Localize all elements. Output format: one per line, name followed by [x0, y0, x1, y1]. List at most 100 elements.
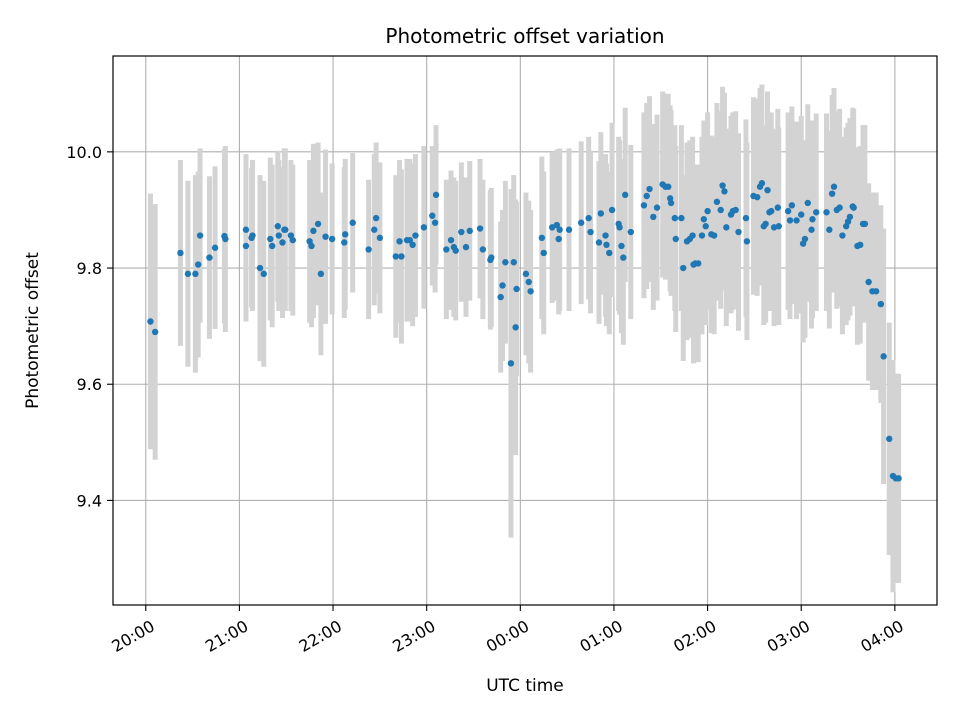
data-point [602, 232, 609, 239]
data-point [242, 242, 250, 250]
data-point [429, 212, 436, 219]
data-point [846, 213, 854, 221]
data-point [836, 204, 843, 211]
x-tick-label: 22:00 [296, 616, 345, 656]
data-point [671, 214, 679, 222]
data-point [826, 226, 833, 233]
data-point [585, 214, 592, 222]
data-point [510, 259, 517, 266]
data-point [195, 261, 202, 268]
data-point [762, 220, 769, 228]
data-point [603, 241, 610, 249]
data-point [540, 249, 547, 257]
data-point [735, 228, 742, 236]
data-point [452, 247, 459, 254]
data-point [406, 236, 414, 244]
data-point [665, 183, 672, 190]
data-point [268, 242, 276, 250]
data-point [754, 193, 761, 201]
data-point [196, 232, 204, 239]
data-point [211, 244, 219, 251]
data-point [704, 207, 711, 215]
data-point [627, 228, 635, 236]
data-point [147, 318, 154, 325]
y-tick-label: 9.4 [77, 491, 102, 510]
data-point [721, 188, 728, 195]
data-point [328, 235, 336, 243]
data-point [443, 246, 450, 253]
data-point [409, 241, 416, 249]
data-point [206, 254, 213, 261]
data-point [525, 278, 532, 286]
data-point [784, 207, 792, 215]
data-point [732, 206, 739, 214]
data-point [823, 209, 830, 216]
data-point [865, 278, 872, 286]
data-point [742, 214, 750, 222]
data-point [620, 254, 627, 261]
data-points [147, 180, 902, 482]
data-point [308, 242, 315, 250]
data-point [398, 253, 405, 260]
data-point [556, 226, 563, 233]
data-point [431, 219, 439, 226]
data-point [192, 270, 199, 278]
data-point [396, 238, 403, 245]
data-point [349, 219, 356, 226]
data-point [758, 180, 766, 187]
x-tick-label: 03:00 [764, 616, 813, 656]
data-point [880, 353, 887, 360]
data-point [279, 239, 286, 246]
data-point [793, 217, 800, 224]
data-point [640, 202, 648, 209]
data-point [804, 199, 811, 207]
data-point [282, 226, 289, 233]
data-point [618, 242, 625, 250]
data-point [289, 236, 296, 244]
y-tick-label: 9.8 [77, 259, 102, 278]
data-point [479, 246, 487, 253]
data-point [376, 234, 384, 242]
data-point [830, 183, 838, 190]
data-point [828, 190, 836, 197]
y-tick-label: 10.0 [66, 143, 102, 162]
data-point [371, 226, 378, 233]
data-point [177, 249, 184, 257]
data-point [555, 235, 562, 243]
data-point [895, 475, 902, 482]
data-point [839, 232, 846, 239]
data-point [646, 185, 653, 193]
x-tick-label: 20:00 [108, 616, 157, 656]
data-point [420, 224, 428, 231]
data-point [249, 232, 256, 239]
data-point [260, 270, 267, 278]
data-point [513, 285, 520, 293]
data-point [723, 224, 730, 231]
x-tick-label: 01:00 [577, 616, 626, 656]
data-point [497, 293, 504, 301]
data-point [768, 207, 775, 215]
data-point [466, 227, 473, 235]
plot-frame [112, 55, 938, 606]
data-point [365, 246, 372, 253]
data-point [653, 204, 661, 211]
data-point [432, 191, 440, 199]
error-bars [147, 84, 902, 593]
data-point [314, 220, 322, 228]
data-point [798, 211, 805, 218]
data-point [412, 232, 419, 239]
data-point [643, 192, 650, 200]
data-point [222, 235, 229, 243]
data-point [502, 259, 509, 266]
data-point [788, 202, 796, 209]
data-point [565, 226, 573, 233]
data-point [342, 231, 349, 238]
x-tick-label: 02:00 [670, 616, 719, 656]
data-point [719, 182, 726, 189]
data-point [597, 210, 605, 217]
data-point [458, 228, 465, 236]
data-point [275, 232, 282, 239]
data-point [310, 227, 317, 235]
data-point [667, 199, 675, 207]
data-point [553, 221, 561, 229]
